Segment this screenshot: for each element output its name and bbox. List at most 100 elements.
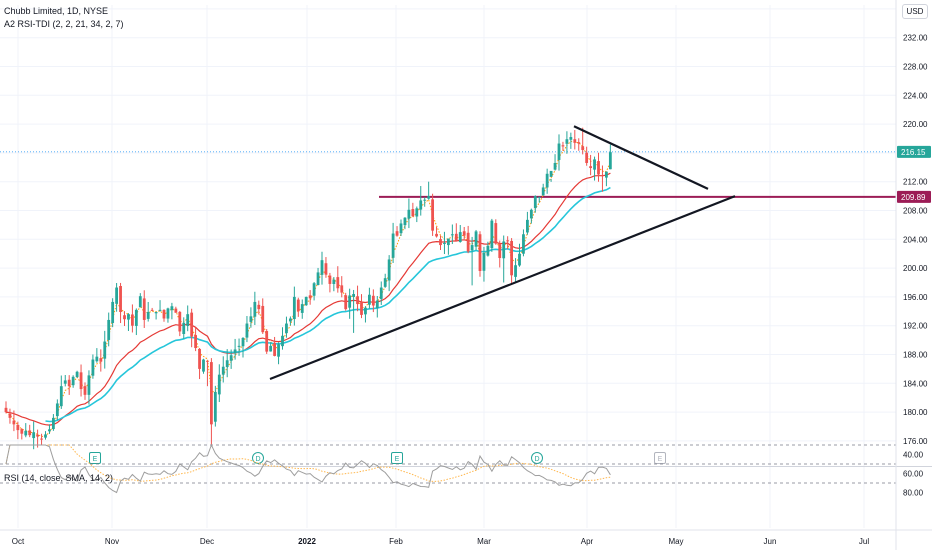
candle [458,225,462,243]
candle [308,290,312,305]
candle-body [154,312,158,314]
candle [75,370,79,378]
y-tick-label: 196.00 [903,293,928,302]
y-tick-label: 228.00 [903,63,928,72]
candle-body [229,355,233,361]
candle [581,127,585,155]
falling-resistance-trendline [573,125,709,190]
candle [12,410,16,432]
x-tick-label: Dec [200,537,214,546]
candle [419,186,423,216]
candle [450,224,454,245]
candle [565,131,569,154]
candle-body [348,295,352,308]
candle [277,342,280,365]
candle [229,349,233,369]
candle-body [24,430,28,436]
candle [67,375,71,395]
candle-body [549,170,553,177]
earnings-marker [654,452,666,464]
candle-body [518,253,521,266]
candle [107,312,111,347]
currency-button[interactable]: USD [902,4,928,19]
candle-body [202,359,205,372]
candle [368,287,371,309]
candle [407,198,411,229]
candle [462,226,466,240]
candle-body [170,306,174,311]
candle-body [593,159,596,170]
candle [154,311,158,320]
candle-body [486,245,490,256]
candles[interactable] [4,127,612,450]
candle [249,307,253,328]
candle-body [138,296,142,308]
candle [375,296,379,318]
rsi-tick-label: 40.00 [903,451,924,460]
candle-body [364,307,367,315]
x-tick-label: May [668,537,683,546]
candle-body [403,217,407,226]
event-marker: E [391,452,403,464]
candle-body [285,323,288,334]
candle-body [71,376,75,386]
candle [55,399,59,421]
candle-body [241,337,245,347]
candle [210,358,213,447]
candle [217,364,221,403]
candle-body [494,223,498,244]
candle-body [245,323,249,338]
candle [8,408,12,424]
candle [134,308,138,336]
candle-body [427,196,431,199]
candle-body [565,139,569,144]
candle [340,276,344,298]
candle-body [75,371,79,378]
candle [605,171,608,187]
candle-body [95,356,99,362]
candle [356,285,359,312]
candle [115,283,118,312]
symbol-title: Chubb Limited, 1D, NYSE [4,6,109,16]
candle [352,289,355,333]
candle [245,316,249,343]
candle-body [190,312,194,337]
level-badge: 209.89 [897,190,931,203]
candle-body [545,173,549,188]
candle [119,282,122,324]
event-marker-label: D [534,456,539,463]
candle [364,306,367,323]
candle [300,299,304,319]
candle-body [320,260,324,275]
candle [83,382,87,400]
candle [324,257,328,278]
candle-body [87,375,91,395]
y-tick-label: 220.00 [903,120,928,129]
candle-body [573,139,577,143]
candle [431,193,434,236]
candle-body [526,219,529,233]
candle-body [213,391,217,422]
candle [59,375,63,409]
candle [486,241,490,257]
candle [387,255,391,292]
candle-body [32,432,36,439]
candle [490,218,494,252]
candle [474,229,478,251]
candle-body [447,238,450,246]
candle-body [134,309,138,326]
candle-body [443,242,446,244]
trendlines[interactable] [269,125,736,381]
candle-body [506,240,510,242]
last-price-badge-bg [897,145,931,158]
candle-body [344,295,348,310]
candle-body [585,152,589,163]
candle-body [273,342,276,356]
level-badge-bg [897,190,931,203]
candle [514,258,517,282]
event-marker-label: E [395,456,400,463]
candle [221,356,225,383]
